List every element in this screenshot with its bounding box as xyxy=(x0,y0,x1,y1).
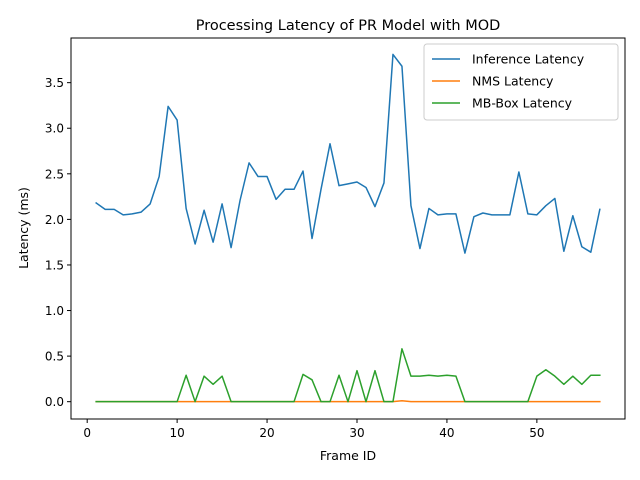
y-tick-label: 0.5 xyxy=(45,350,64,364)
series-line-mb-box-latency xyxy=(95,348,601,403)
y-tick-label: 2.5 xyxy=(45,167,64,181)
y-axis-ticks: 0.0 0.5 1.0 1.5 2.0 2.5 3.0 3.5 xyxy=(45,76,71,409)
legend: Inference Latency NMS Latency MB-Box Laten… xyxy=(423,43,619,121)
y-tick-label: 3.5 xyxy=(45,76,64,90)
x-tick-label: 0 xyxy=(83,426,91,440)
x-tick-label: 30 xyxy=(349,426,364,440)
legend-box xyxy=(423,43,619,121)
y-tick-label: 3.0 xyxy=(45,122,64,136)
series-line-inference-latency xyxy=(95,53,601,254)
chart-title: Processing Latency of PR Model with MOD xyxy=(196,18,501,34)
legend-entry-label: MB-Box Latency xyxy=(472,96,573,111)
legend-entry-label: NMS Latency xyxy=(472,74,554,89)
x-tick-label: 40 xyxy=(439,426,454,440)
x-axis-label: Frame ID xyxy=(320,448,376,463)
plot-frame xyxy=(70,37,626,420)
plot-area xyxy=(95,53,601,403)
y-tick-label: 1.0 xyxy=(45,304,64,318)
x-axis-ticks: 0 10 20 30 40 50 xyxy=(83,419,545,440)
x-tick-label: 10 xyxy=(169,426,184,440)
x-tick-label: 20 xyxy=(259,426,274,440)
legend-entry-label: Inference Latency xyxy=(472,52,585,67)
x-tick-label: 50 xyxy=(529,426,544,440)
y-axis-label: Latency (ms) xyxy=(16,187,31,269)
y-tick-label: 2.0 xyxy=(45,213,64,227)
y-tick-label: 1.5 xyxy=(45,258,64,272)
y-tick-label: 0.0 xyxy=(45,395,64,409)
